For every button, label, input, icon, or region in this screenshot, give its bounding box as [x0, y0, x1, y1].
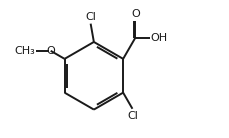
Text: Cl: Cl [85, 12, 96, 22]
Text: Cl: Cl [126, 111, 137, 121]
Text: O: O [46, 46, 55, 56]
Text: O: O [131, 9, 139, 19]
Text: OH: OH [150, 33, 167, 43]
Text: CH₃: CH₃ [15, 46, 35, 56]
